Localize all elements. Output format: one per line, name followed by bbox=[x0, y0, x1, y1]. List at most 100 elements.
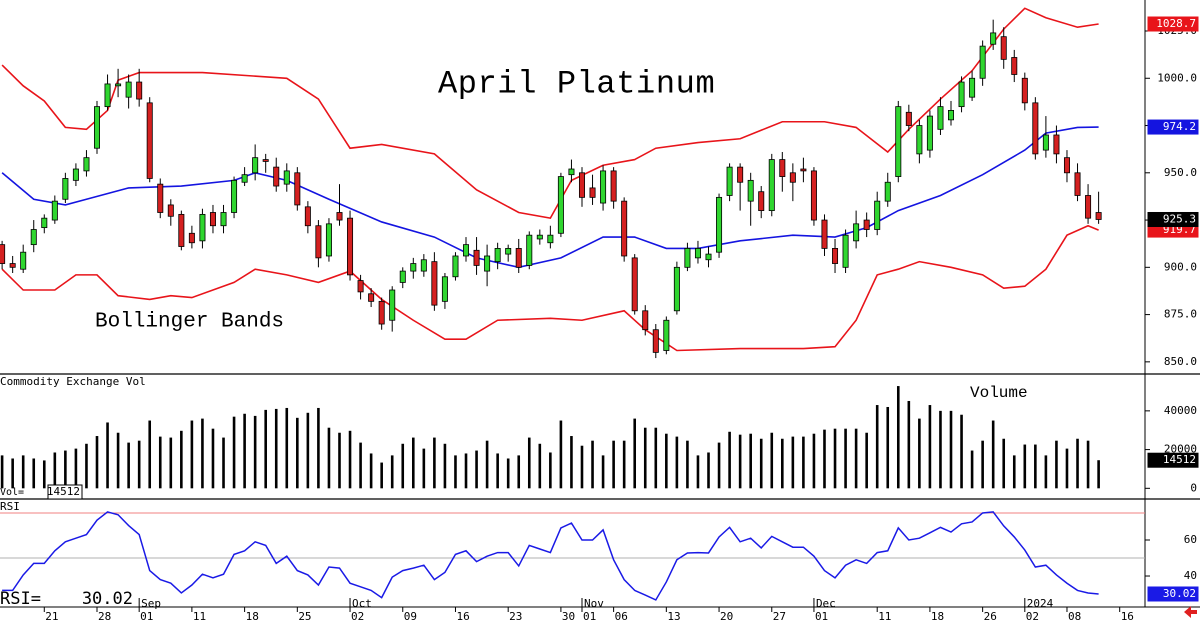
volume-bar bbox=[844, 428, 847, 489]
x-tick-label: 18 bbox=[931, 610, 944, 623]
candle-body bbox=[874, 200, 881, 230]
volume-bar bbox=[928, 405, 932, 489]
candle-body bbox=[1021, 77, 1028, 104]
volume-bar bbox=[549, 452, 552, 489]
x-tick-label: 23 bbox=[509, 610, 522, 623]
candle-body bbox=[41, 217, 48, 229]
volume-bar bbox=[823, 429, 826, 489]
candle-body bbox=[146, 102, 153, 179]
volume-bar bbox=[411, 437, 415, 489]
panel-title: RSI bbox=[0, 500, 20, 513]
annotation: Volume bbox=[970, 384, 1028, 402]
scroll-arrow[interactable] bbox=[1184, 606, 1197, 618]
volume-bar bbox=[570, 436, 573, 489]
x-tick-label: 27 bbox=[773, 610, 786, 623]
candle-body bbox=[115, 83, 122, 87]
candle-body bbox=[304, 206, 311, 227]
candle-body bbox=[20, 251, 27, 270]
volume-bar bbox=[812, 433, 816, 489]
candle-body bbox=[231, 179, 238, 213]
candle-body bbox=[336, 212, 343, 221]
close-value-label-box bbox=[1147, 211, 1199, 227]
candle-body bbox=[431, 261, 438, 306]
band-value-label: 1028.7 bbox=[1156, 17, 1196, 30]
candle-body bbox=[30, 229, 37, 246]
volume-bar bbox=[1086, 440, 1090, 489]
candle-body bbox=[589, 187, 596, 198]
y-tick-label: 40000 bbox=[1164, 404, 1197, 417]
volume-bar bbox=[106, 422, 109, 489]
volume-bar bbox=[53, 452, 57, 489]
volume-bar bbox=[517, 455, 521, 489]
volume-bar bbox=[939, 410, 942, 489]
volume-bar bbox=[686, 440, 689, 489]
volume-bar bbox=[981, 440, 984, 489]
candle-body bbox=[621, 200, 628, 257]
volume-bar bbox=[222, 437, 225, 489]
candle-body bbox=[420, 259, 427, 272]
volume-bar bbox=[759, 438, 763, 489]
volume-bar bbox=[1012, 455, 1016, 489]
candle-body bbox=[979, 45, 986, 79]
candle-body bbox=[916, 125, 923, 155]
candle-body bbox=[199, 213, 206, 242]
candle-body bbox=[705, 253, 712, 261]
volume-bar bbox=[485, 440, 489, 489]
volume-bar bbox=[960, 414, 963, 489]
volume-bar bbox=[770, 432, 774, 489]
volume-bar bbox=[1097, 460, 1100, 489]
volume-bar bbox=[74, 448, 78, 489]
volume-bar bbox=[380, 462, 383, 489]
candle-body bbox=[1032, 102, 1039, 155]
volume-bar bbox=[296, 417, 299, 489]
candle-body bbox=[209, 212, 216, 227]
candle-body bbox=[600, 170, 607, 204]
volume-bar bbox=[496, 453, 499, 489]
x-tick-label: 01 bbox=[815, 610, 828, 623]
volume-bar bbox=[158, 436, 162, 489]
candle-body bbox=[568, 168, 575, 176]
y-tick-label: 40 bbox=[1184, 569, 1197, 582]
volume-bar bbox=[390, 455, 394, 489]
volume-bar bbox=[802, 436, 805, 489]
volume-bar bbox=[506, 458, 510, 489]
band-value-label-box bbox=[1147, 119, 1199, 135]
volume-bar bbox=[180, 430, 183, 489]
chart-title: April Platinum bbox=[438, 65, 715, 102]
candle-body bbox=[368, 293, 375, 302]
candle-body bbox=[716, 196, 723, 253]
x-tick-label: 16 bbox=[1121, 610, 1134, 623]
volume-bar bbox=[317, 407, 320, 489]
x-tick-label: 01 bbox=[583, 610, 596, 623]
candle-body bbox=[557, 176, 564, 234]
volume-bar bbox=[665, 433, 668, 489]
candle-body bbox=[547, 234, 554, 244]
candle-body bbox=[188, 232, 195, 244]
volume-bar bbox=[285, 407, 289, 489]
candle-body bbox=[241, 174, 248, 183]
readout-label: RSI= bbox=[0, 589, 41, 609]
candle-body bbox=[536, 234, 543, 240]
volume-bar bbox=[32, 458, 36, 489]
volume-bar bbox=[1065, 448, 1069, 489]
volume-bar bbox=[42, 460, 46, 489]
volume-bar bbox=[274, 408, 278, 489]
volume-bar bbox=[918, 418, 921, 489]
volume-bar bbox=[791, 436, 795, 489]
candle-body bbox=[726, 166, 733, 196]
volume-bar bbox=[970, 450, 974, 489]
volume-bar bbox=[854, 428, 858, 489]
x-tick-label: 02 bbox=[1026, 610, 1039, 623]
x-tick-label: 20 bbox=[720, 610, 733, 623]
y-tick-label: 950.0 bbox=[1164, 166, 1197, 179]
volume-bar bbox=[591, 440, 594, 489]
bollinger-band bbox=[1, 126, 1099, 269]
volume-bar bbox=[949, 410, 953, 489]
volume-bar bbox=[232, 416, 236, 489]
y-tick-label: 0 bbox=[1190, 481, 1197, 494]
candle-body bbox=[937, 106, 944, 130]
x-tick-label: 02 bbox=[351, 610, 364, 623]
panel-title: Commodity Exchange Vol bbox=[0, 375, 146, 388]
candle-body bbox=[325, 223, 332, 257]
